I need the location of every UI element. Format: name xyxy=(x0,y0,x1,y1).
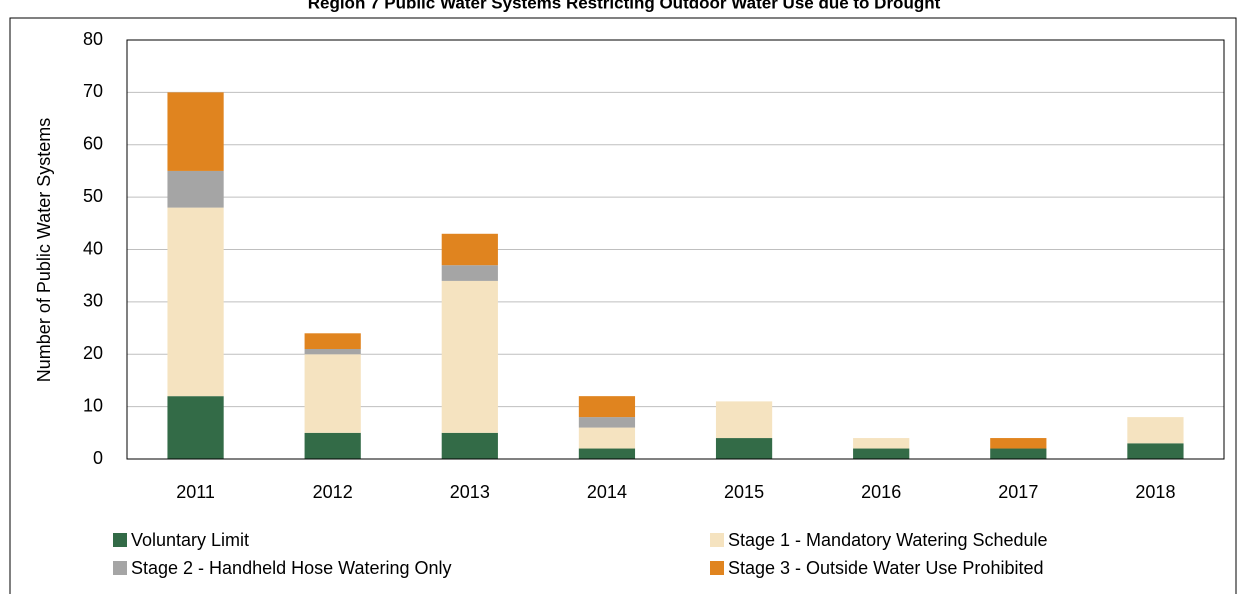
bar-segment xyxy=(578,417,636,428)
legend-swatch xyxy=(710,533,724,547)
bar-segment xyxy=(715,438,773,459)
chart-frame xyxy=(9,17,1237,594)
bar-segment xyxy=(167,396,224,459)
bar-segment xyxy=(304,432,361,459)
x-tick-label: 2017 xyxy=(998,482,1038,502)
x-tick-label: 2018 xyxy=(1135,482,1175,502)
bar-segment xyxy=(578,396,636,418)
x-tick-label: 2014 xyxy=(587,482,627,502)
y-tick-label: 60 xyxy=(83,134,103,154)
x-tick-label: 2011 xyxy=(176,482,215,502)
y-tick-label: 20 xyxy=(83,343,103,363)
legend-label: Stage 3 - Outside Water Use Prohibited xyxy=(728,558,1043,578)
y-tick-label: 50 xyxy=(83,186,103,206)
bar-segment xyxy=(441,432,498,459)
bar-segment xyxy=(578,427,636,449)
y-axis-label: Number of Public Water Systems xyxy=(34,118,54,382)
bar-segment xyxy=(990,438,1047,449)
legend-label: Stage 2 - Handheld Hose Watering Only xyxy=(131,558,452,578)
bar-segment xyxy=(304,354,361,433)
x-tick-label: 2016 xyxy=(861,482,901,502)
bar-segment xyxy=(715,401,773,439)
bar-segment xyxy=(990,448,1047,459)
bar-segment xyxy=(1127,443,1184,459)
y-tick-label: 0 xyxy=(93,448,103,468)
y-tick-label: 70 xyxy=(83,81,103,101)
bar-segment xyxy=(441,233,498,266)
plot-frame xyxy=(126,39,1225,460)
bar-segment xyxy=(853,448,910,459)
bar-segment xyxy=(578,448,636,459)
y-tick-label: 30 xyxy=(83,291,103,311)
legend-swatch xyxy=(710,561,724,575)
x-tick-label: 2012 xyxy=(313,482,353,502)
y-tick-label: 10 xyxy=(83,395,103,415)
x-tick-label: 2013 xyxy=(450,482,490,502)
legend-swatch xyxy=(113,533,127,547)
bar-segment xyxy=(167,92,224,171)
bar-segment xyxy=(441,265,498,281)
bar-segment xyxy=(1127,417,1184,444)
legend-swatch xyxy=(113,561,127,575)
legend-label: Voluntary Limit xyxy=(131,530,249,550)
y-tick-label: 40 xyxy=(83,238,103,258)
x-tick-label: 2015 xyxy=(724,482,764,502)
bar-segment xyxy=(441,280,498,433)
chart-title: Region 7 Public Water Systems Restrictin… xyxy=(308,0,941,12)
y-tick-label: 80 xyxy=(83,29,103,49)
bar-segment xyxy=(167,170,224,208)
bar-segment xyxy=(167,207,224,397)
legend-label: Stage 1 - Mandatory Watering Schedule xyxy=(728,530,1048,550)
bar-segment xyxy=(853,438,910,449)
bar-segment xyxy=(304,333,361,350)
bar-segment xyxy=(304,349,361,355)
